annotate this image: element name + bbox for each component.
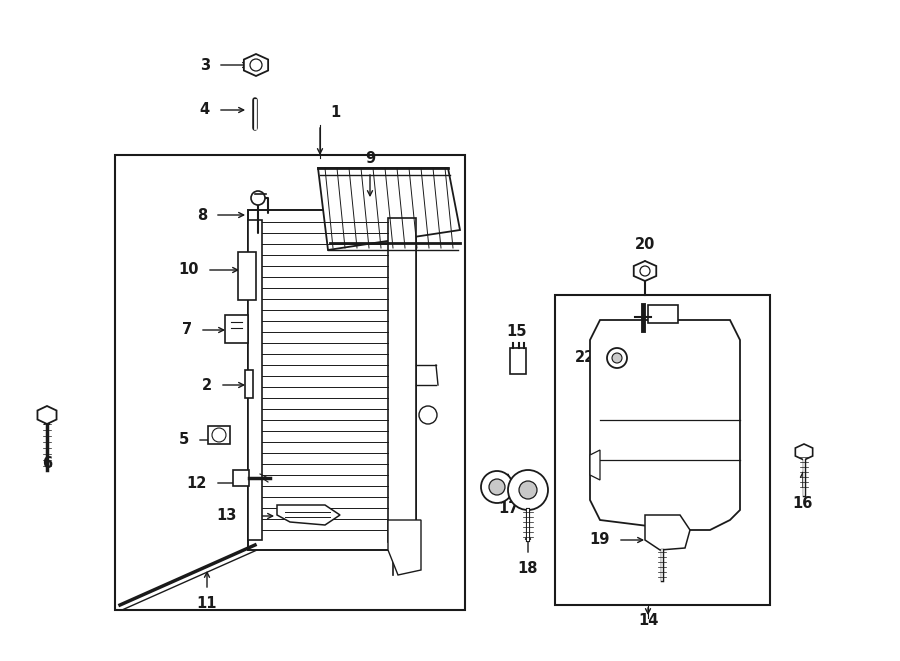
Text: 3: 3 — [200, 58, 210, 73]
Bar — [555, 295, 770, 605]
Polygon shape — [277, 505, 340, 525]
Circle shape — [508, 470, 548, 510]
Text: 18: 18 — [518, 561, 538, 576]
Text: 17: 17 — [498, 501, 518, 516]
Text: 7: 7 — [182, 323, 192, 338]
Polygon shape — [645, 515, 690, 550]
Text: 6: 6 — [42, 456, 52, 471]
Text: 15: 15 — [507, 324, 527, 339]
Text: 14: 14 — [638, 613, 658, 628]
Bar — [115, 155, 465, 610]
Text: 20: 20 — [634, 237, 655, 252]
Circle shape — [612, 353, 622, 363]
Circle shape — [607, 348, 627, 368]
Text: 22: 22 — [575, 350, 595, 364]
Text: 4: 4 — [200, 102, 210, 118]
Polygon shape — [590, 450, 600, 480]
Polygon shape — [388, 520, 421, 575]
Polygon shape — [634, 261, 656, 281]
Bar — [510, 348, 526, 374]
Polygon shape — [796, 444, 813, 460]
Bar — [245, 370, 253, 398]
Text: 2: 2 — [202, 377, 212, 393]
Text: 12: 12 — [186, 475, 207, 490]
Bar — [238, 252, 256, 300]
Text: 5: 5 — [179, 432, 189, 447]
Bar — [388, 218, 416, 542]
Bar — [208, 426, 230, 444]
Circle shape — [489, 479, 505, 495]
Text: 16: 16 — [793, 496, 814, 511]
Text: 9: 9 — [364, 151, 375, 166]
Circle shape — [519, 481, 537, 499]
Text: 13: 13 — [217, 508, 237, 524]
Circle shape — [640, 266, 650, 276]
Polygon shape — [590, 320, 740, 530]
Text: 10: 10 — [178, 262, 199, 278]
Circle shape — [419, 406, 437, 424]
Circle shape — [251, 191, 265, 205]
Bar — [248, 210, 416, 550]
Bar — [225, 315, 248, 343]
Circle shape — [250, 59, 262, 71]
Circle shape — [212, 428, 226, 442]
Polygon shape — [244, 54, 268, 76]
Bar — [233, 470, 249, 486]
Bar — [648, 305, 678, 323]
Text: 19: 19 — [590, 533, 610, 547]
Text: 21: 21 — [676, 319, 697, 334]
Text: 8: 8 — [197, 208, 207, 223]
Bar — [248, 220, 262, 540]
Polygon shape — [38, 406, 57, 424]
Text: 11: 11 — [197, 596, 217, 611]
Polygon shape — [318, 168, 460, 250]
Text: 1: 1 — [330, 105, 340, 120]
Circle shape — [481, 471, 513, 503]
